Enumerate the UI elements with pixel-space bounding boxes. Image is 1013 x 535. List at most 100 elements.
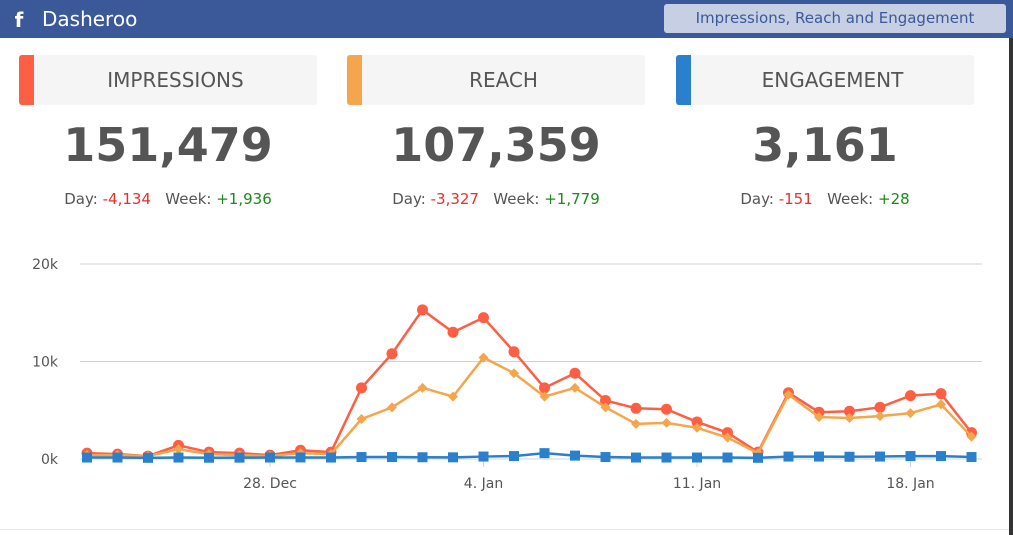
reach-point [448, 391, 458, 402]
engagement-point [570, 450, 580, 461]
impressions-point [874, 401, 886, 413]
metric-value: 3,161 [752, 118, 898, 172]
engagement-point [722, 452, 733, 463]
engagement-point [448, 452, 458, 463]
metric-color-bar [347, 55, 362, 105]
impressions-point [844, 405, 855, 417]
metric-changes: Day: -3,327 Week: +1,779 [347, 190, 645, 208]
reach-point [783, 389, 794, 400]
y-tick-label: 20k [32, 257, 59, 273]
y-tick-label: 0k [41, 452, 59, 468]
reach-point [600, 402, 611, 413]
engagement-line [87, 451, 972, 460]
reach-point [539, 391, 550, 402]
window-edge [1009, 38, 1013, 535]
engagement-point [173, 452, 184, 463]
impressions-point [630, 402, 642, 414]
engagement-point [478, 451, 489, 462]
impressions-point [600, 395, 611, 406]
week-change: +1,779 [544, 190, 600, 208]
day-label: Day: [64, 190, 98, 208]
engagement-point [143, 452, 153, 463]
reach-point [417, 382, 428, 393]
impressions-point [478, 312, 489, 324]
reach-point [844, 413, 855, 424]
engagement-point [600, 452, 611, 463]
impressions-point [569, 367, 581, 379]
engagement-point [905, 451, 916, 462]
engagement-point [265, 452, 275, 463]
reach-point [936, 399, 946, 410]
engagement-point [966, 452, 977, 463]
impressions-point [356, 382, 367, 394]
tab-impressions-reach-engagement[interactable]: Impressions, Reach and Engagement [664, 4, 1006, 33]
reach-point [814, 412, 824, 423]
metric-changes: Day: -4,134 Week: +1,936 [19, 190, 317, 208]
reach-point [173, 444, 184, 455]
week-label: Week: [493, 190, 540, 208]
impressions-point [661, 403, 672, 415]
engagement-point [82, 452, 92, 463]
impressions-point [447, 326, 459, 338]
reach-line [87, 356, 973, 458]
engagement-point [661, 452, 672, 463]
impressions-point [539, 382, 550, 394]
x-tick-label: 11. Jan [673, 476, 721, 492]
engagement-point [753, 452, 763, 463]
x-tick-label: 28. Dec [243, 476, 297, 492]
engagement-point [814, 451, 824, 462]
reach-point [905, 408, 916, 419]
divider [0, 529, 1009, 530]
engagement-point [692, 452, 702, 463]
day-change: -4,134 [102, 190, 151, 208]
reach-point [966, 431, 977, 442]
engagement-point [844, 451, 855, 462]
engagement-point [204, 452, 214, 463]
day-label: Day: [392, 190, 426, 208]
engagement-point [295, 452, 306, 463]
brand-name: Dasheroo [42, 7, 138, 31]
metric-label: REACH [469, 68, 538, 92]
x-tick-label: 4. Jan [464, 476, 503, 492]
reach-point [722, 432, 733, 443]
week-label: Week: [165, 190, 212, 208]
impressions-point [508, 346, 520, 358]
engagement-point [936, 451, 946, 462]
day-label: Day: [740, 190, 774, 208]
day-change: -151 [778, 190, 813, 208]
engagement-point [387, 452, 397, 463]
impressions-point [691, 416, 703, 428]
reach-point [661, 417, 672, 428]
metric-card-impressions: IMPRESSIONS [19, 55, 317, 105]
reach-point [509, 368, 519, 379]
app-header: f Dasheroo Impressions, Reach and Engage… [0, 0, 1013, 38]
impressions-line [86, 308, 973, 458]
reach-point [875, 411, 885, 422]
reach-point [387, 402, 397, 413]
day-change: -3,327 [430, 190, 479, 208]
metric-color-bar [676, 55, 691, 105]
reach-point [692, 422, 702, 433]
reach-point [570, 382, 580, 393]
engagement-point [783, 451, 794, 462]
metric-label: IMPRESSIONS [107, 68, 244, 92]
metric-changes: Day: -151 Week: +28 [676, 190, 974, 208]
engagement-point [539, 448, 550, 459]
week-change: +1,936 [216, 190, 272, 208]
week-label: Week: [827, 190, 874, 208]
impressions-point [386, 348, 398, 360]
y-tick-label: 10k [32, 355, 59, 371]
engagement-point [326, 452, 336, 463]
reach-point [631, 418, 641, 429]
metric-value: 151,479 [63, 118, 273, 172]
metric-label: ENGAGEMENT [761, 68, 904, 92]
engagement-point [631, 452, 641, 463]
metric-card-engagement: ENGAGEMENT [676, 55, 974, 105]
engagement-point [417, 452, 428, 463]
engagement-point [234, 452, 245, 463]
facebook-icon: f [14, 8, 24, 32]
engagement-point [112, 452, 123, 463]
engagement-point [509, 451, 519, 462]
metric-color-bar [19, 55, 34, 105]
line-chart: 0k 10k 20k 28. Dec 4. Jan 11. Jan 18. Jan [32, 257, 982, 492]
